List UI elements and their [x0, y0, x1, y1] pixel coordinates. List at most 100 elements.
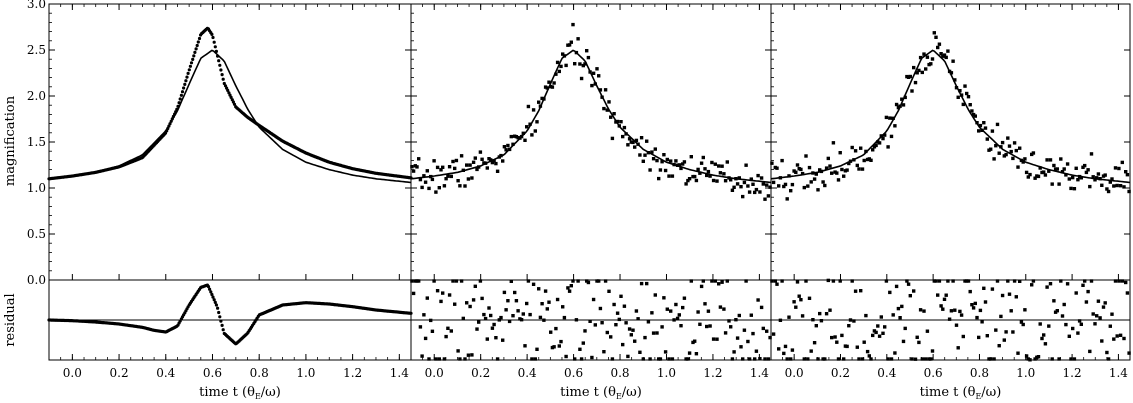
data-point [1060, 170, 1065, 174]
residual-point [742, 328, 747, 332]
data-point [860, 167, 865, 171]
data-point [1074, 166, 1078, 170]
data-point [934, 35, 938, 39]
residual-point [787, 315, 791, 319]
data-point [806, 184, 810, 188]
residual-point [925, 329, 930, 333]
data-point [694, 178, 699, 183]
data-point [210, 32, 214, 37]
residual-point [1118, 333, 1123, 337]
residual-point [894, 284, 899, 289]
data-point [696, 167, 700, 172]
residual-point [663, 350, 668, 354]
data-point [900, 97, 904, 101]
residual-point [831, 279, 836, 283]
data-point [715, 179, 719, 183]
data-point [913, 80, 918, 85]
residual-point [705, 324, 709, 329]
data-point [1043, 173, 1048, 177]
residual-point [629, 333, 633, 337]
residual-point [693, 339, 697, 343]
data-point [720, 164, 724, 168]
y-tick-label: 2.5 [27, 43, 46, 57]
data-point [1014, 148, 1018, 153]
residual-point [581, 341, 585, 345]
residual-point [775, 282, 779, 286]
residual-point [842, 357, 846, 361]
data-point [219, 68, 223, 72]
residual-point [891, 313, 895, 317]
residual-point [941, 307, 945, 311]
data-point [1057, 182, 1061, 186]
data-point [713, 162, 717, 166]
residual-point [792, 300, 796, 304]
data-point [701, 155, 705, 160]
data-point [770, 161, 774, 165]
residual-point [429, 318, 433, 323]
residual-point [799, 298, 803, 302]
data-point [989, 147, 993, 151]
data-point [569, 40, 573, 44]
y-axis-label-magnification: magnification [3, 95, 18, 186]
data-point [581, 63, 585, 68]
data-point [756, 173, 760, 178]
data-point [1062, 167, 1066, 171]
residual-point [483, 316, 488, 321]
residual-point [638, 350, 642, 354]
x-tick-label: 0.0 [425, 366, 444, 380]
data-point [711, 178, 716, 183]
data-point [449, 174, 453, 179]
residual-point [910, 357, 914, 361]
data-point [221, 77, 225, 81]
residual-point [535, 347, 539, 351]
x-tick-label: 0.6 [203, 366, 222, 380]
residual-point [514, 299, 519, 303]
data-point [1083, 163, 1087, 168]
data-point [978, 123, 983, 128]
residual-point [888, 290, 892, 295]
data-point [174, 110, 178, 114]
data-point [525, 125, 529, 129]
data-point [741, 194, 745, 199]
residual-point [980, 320, 984, 324]
residual-point [554, 326, 558, 331]
data-point [718, 171, 723, 175]
residual-point [1091, 312, 1095, 316]
data-point [535, 120, 539, 124]
data-point [186, 71, 190, 75]
data-point [997, 151, 1001, 155]
data-point [965, 91, 969, 96]
residual-point [833, 335, 837, 339]
data-point [220, 73, 224, 77]
residual-point [729, 325, 733, 329]
residual-point [857, 357, 861, 361]
residual-point [216, 306, 220, 310]
data-point [427, 186, 431, 191]
residual-point [1122, 336, 1126, 341]
residual-point [977, 335, 981, 340]
x-tick-label: 0.2 [110, 366, 129, 380]
data-point [523, 138, 527, 142]
residual-point [1098, 316, 1102, 320]
residual-point [1120, 279, 1124, 283]
residual-point [1077, 319, 1082, 323]
residual-point [485, 337, 489, 341]
data-point [717, 164, 721, 168]
data-point [819, 169, 824, 174]
data-point [949, 71, 954, 75]
data-point [744, 163, 748, 167]
data-point [489, 158, 493, 162]
residual-point [879, 315, 883, 319]
data-point [775, 166, 779, 170]
data-point [194, 47, 198, 51]
data-point [1050, 182, 1054, 186]
residual-point [975, 315, 979, 320]
data-point [442, 184, 447, 188]
data-point [953, 78, 957, 82]
data-point [670, 174, 675, 178]
residual-point [490, 326, 495, 330]
data-point [894, 102, 899, 107]
data-point [768, 185, 772, 189]
data-point [609, 115, 613, 119]
x-tick-label: 0.4 [156, 366, 175, 380]
